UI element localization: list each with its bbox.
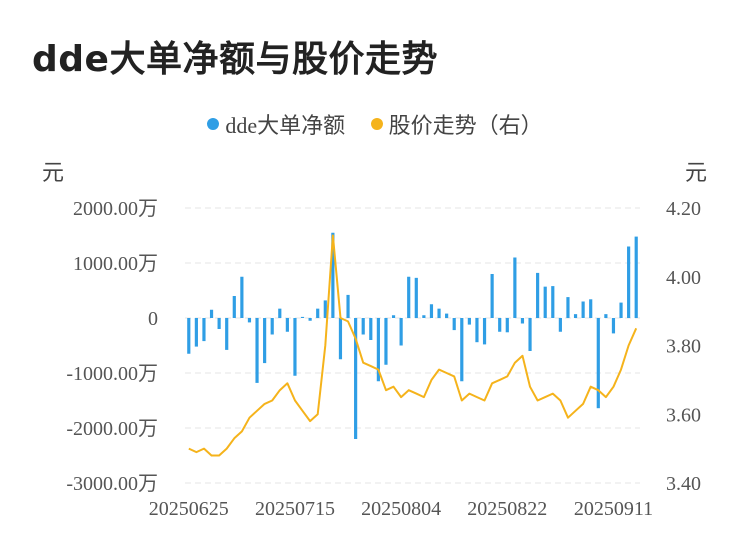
x-tick-label: 20250911 <box>574 498 653 520</box>
legend-bar-swatch <box>207 118 220 130</box>
bar <box>611 318 616 334</box>
bar <box>422 315 426 318</box>
bar <box>240 276 244 318</box>
bar <box>429 304 434 318</box>
left-tick-label: 2000.00万 <box>73 198 158 220</box>
right-tick-label: 3.80 <box>666 336 701 358</box>
bar <box>323 300 327 318</box>
bar <box>338 318 343 360</box>
bar <box>558 318 562 332</box>
bar <box>369 318 373 340</box>
bar <box>278 308 282 318</box>
bar <box>437 308 441 318</box>
bar <box>505 318 509 333</box>
bar <box>376 318 380 382</box>
bar <box>308 318 312 321</box>
bar <box>513 257 517 318</box>
bar <box>581 301 585 318</box>
bar <box>293 318 297 376</box>
bar <box>202 318 206 342</box>
bar <box>232 296 236 318</box>
left-axis-unit: 元 <box>42 160 65 185</box>
bar <box>225 318 229 350</box>
legend-line-label: 股价走势（右） <box>388 113 543 138</box>
right-tick-label: 4.20 <box>666 198 701 220</box>
x-tick-label: 20250625 <box>149 498 229 520</box>
legend-line-swatch <box>370 118 383 130</box>
bar <box>391 315 396 318</box>
x-tick-label: 20250822 <box>467 498 547 520</box>
bar <box>361 318 365 335</box>
bar <box>194 318 198 347</box>
bar <box>596 318 600 409</box>
bar <box>247 318 252 323</box>
bar <box>300 316 305 318</box>
bar <box>217 318 221 329</box>
bar <box>209 309 214 318</box>
bar <box>384 318 388 365</box>
bar <box>263 318 267 364</box>
left-tick-label: -1000.00万 <box>66 363 158 385</box>
bar <box>316 308 320 318</box>
right-tick-label: 4.00 <box>666 267 701 289</box>
bar <box>414 277 418 318</box>
bar <box>543 286 547 318</box>
bar <box>187 318 191 354</box>
bar <box>354 318 358 439</box>
x-tick-label: 20250804 <box>361 498 441 520</box>
bar <box>255 318 259 383</box>
bar <box>346 294 350 318</box>
right-tick-label: 3.60 <box>666 404 701 426</box>
chart-legend: dde大单净额 股价走势（右） <box>0 108 750 140</box>
bar <box>566 297 570 318</box>
bar <box>285 318 289 332</box>
left-tick-label: 0 <box>148 308 158 330</box>
left-tick-label: -2000.00万 <box>66 418 158 440</box>
bar <box>619 302 623 318</box>
bar <box>589 299 593 318</box>
bar <box>452 318 456 331</box>
legend-item-bar[interactable]: dde大单净额 <box>207 108 345 140</box>
right-tick-label: 3.40 <box>666 473 701 495</box>
bar <box>399 318 403 346</box>
bar <box>528 318 532 351</box>
bar <box>270 318 274 335</box>
right-axis-unit: 元 <box>685 160 708 185</box>
left-tick-label: -3000.00万 <box>66 473 158 495</box>
bar <box>498 318 502 332</box>
bar <box>460 318 464 382</box>
bar <box>551 286 555 318</box>
chart-title: dde大单净额与股价走势 <box>32 39 438 80</box>
bar <box>490 274 494 318</box>
bar <box>467 318 471 325</box>
bar <box>604 314 608 318</box>
bar <box>573 314 578 318</box>
legend-bar-label: dde大单净额 <box>225 113 346 138</box>
bar <box>445 313 449 318</box>
bar <box>407 276 411 318</box>
legend-item-line[interactable]: 股价走势（右） <box>370 108 543 140</box>
left-tick-label: 1000.00万 <box>73 253 158 275</box>
bar <box>331 232 335 318</box>
bar <box>627 246 631 318</box>
bar <box>520 318 525 324</box>
bar <box>482 318 487 345</box>
bar <box>475 318 479 343</box>
bar <box>536 272 540 318</box>
price-line <box>188 234 638 457</box>
bar <box>634 236 638 318</box>
x-tick-label: 20250715 <box>255 498 335 520</box>
